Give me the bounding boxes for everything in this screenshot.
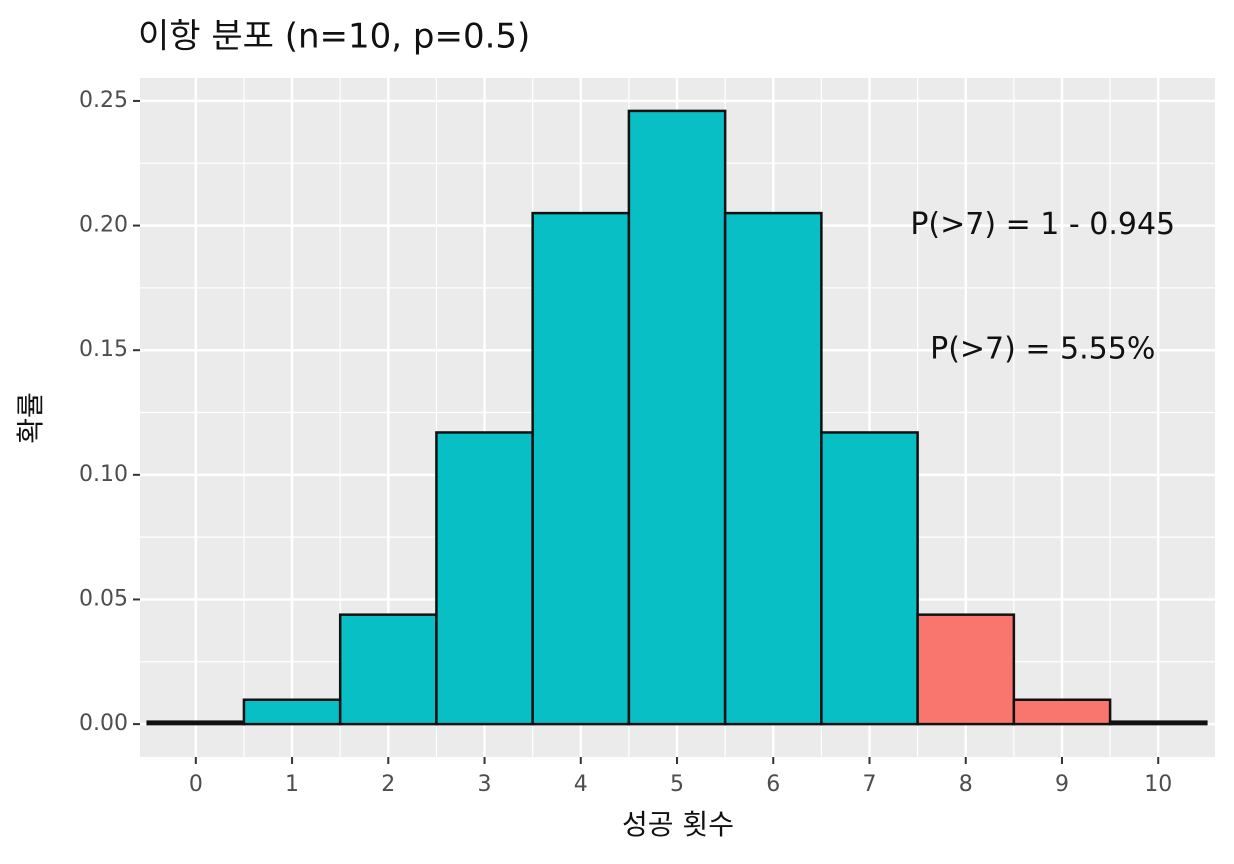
annotation: P(>7) = 1 - 0.945 bbox=[910, 207, 1175, 242]
bar bbox=[338, 613, 438, 726]
x-tick-label: 8 bbox=[959, 772, 973, 797]
x-tick-label: 1 bbox=[285, 772, 299, 797]
bar bbox=[1108, 720, 1208, 726]
x-tick-label: 2 bbox=[381, 772, 395, 797]
y-tick-label: 0.10 bbox=[79, 462, 128, 487]
x-tick-label: 10 bbox=[1144, 772, 1172, 797]
annotation: P(>7) = 5.55% bbox=[930, 332, 1155, 367]
bar bbox=[531, 211, 631, 726]
bar bbox=[146, 720, 246, 726]
x-tick-label: 5 bbox=[670, 772, 684, 797]
x-tick-label: 4 bbox=[574, 772, 588, 797]
x-tick-label: 6 bbox=[766, 772, 780, 797]
bar bbox=[723, 211, 823, 726]
y-tick-label: 0.25 bbox=[79, 88, 128, 113]
bar bbox=[1012, 698, 1112, 726]
bar bbox=[916, 613, 1016, 726]
y-tick-label: 0.20 bbox=[79, 213, 128, 238]
x-tick-label: 0 bbox=[189, 772, 203, 797]
y-tick-label: 0.05 bbox=[79, 586, 128, 611]
y-tick-label: 0.15 bbox=[79, 337, 128, 362]
y-tick-label: 0.00 bbox=[79, 711, 128, 736]
x-tick-label: 3 bbox=[478, 772, 492, 797]
chart-title: 이항 분포 (n=10, p=0.5) bbox=[138, 17, 530, 57]
x-tick-label: 9 bbox=[1055, 772, 1069, 797]
x-axis-label: 성공 횟수 bbox=[622, 808, 734, 841]
bar bbox=[627, 109, 727, 726]
bar bbox=[242, 698, 342, 726]
y-axis-label: 확률 bbox=[14, 392, 47, 444]
bar bbox=[820, 431, 919, 726]
x-tick-label: 7 bbox=[862, 772, 876, 797]
bar bbox=[435, 431, 534, 726]
